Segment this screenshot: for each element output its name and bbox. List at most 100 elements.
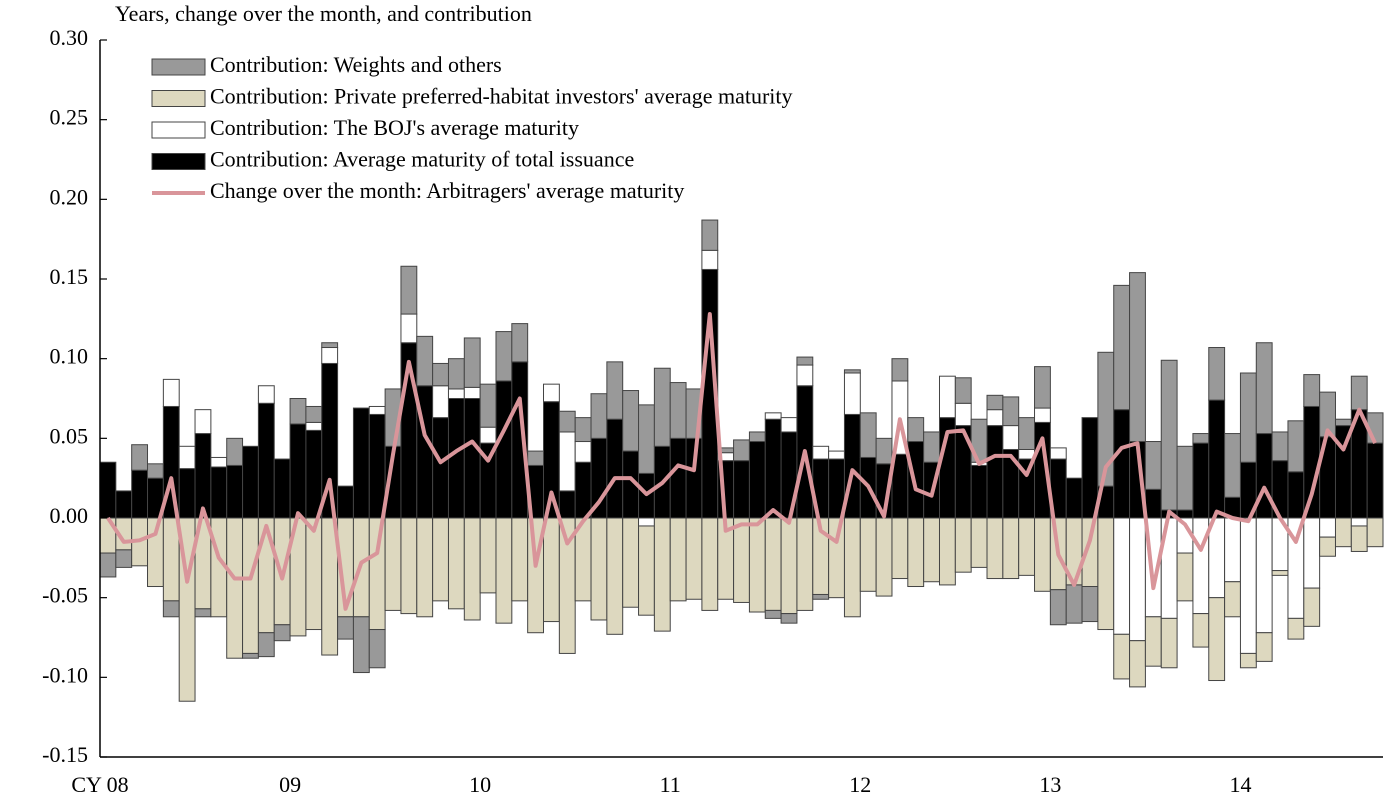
bar xyxy=(748,517,766,613)
y-tick-label: 0.10 xyxy=(50,344,89,369)
bar xyxy=(1208,399,1226,519)
bar xyxy=(226,437,244,466)
bar xyxy=(1176,552,1194,602)
bar xyxy=(780,417,798,433)
bar xyxy=(701,249,719,270)
bar xyxy=(1129,640,1146,688)
bar xyxy=(907,417,925,443)
bar xyxy=(1287,617,1305,640)
bar xyxy=(115,490,133,519)
bar xyxy=(400,313,418,344)
bar xyxy=(257,385,275,404)
y-tick-label: 0.25 xyxy=(50,105,89,130)
bar xyxy=(1002,396,1020,427)
bar xyxy=(796,356,814,366)
bar xyxy=(368,517,386,631)
bar xyxy=(1065,584,1083,624)
bar xyxy=(1208,347,1226,401)
bar xyxy=(764,418,782,519)
x-tick-label: 10 xyxy=(469,772,491,797)
bar xyxy=(812,445,830,460)
bar xyxy=(242,517,259,654)
bar xyxy=(289,398,307,425)
bar xyxy=(891,517,909,580)
y-tick-label: -0.10 xyxy=(42,662,88,687)
bar xyxy=(416,335,434,387)
y-tick-label: -0.05 xyxy=(42,583,88,608)
bar xyxy=(257,517,275,634)
bar xyxy=(131,444,149,471)
bar xyxy=(289,423,307,519)
bar xyxy=(606,418,624,519)
bar xyxy=(432,517,449,602)
bar xyxy=(495,517,513,624)
bar xyxy=(764,609,782,619)
legend-swatch xyxy=(151,121,206,139)
bar xyxy=(653,367,671,447)
line xyxy=(106,312,1377,611)
bar xyxy=(368,413,386,519)
bar xyxy=(1065,477,1083,519)
bar xyxy=(321,347,339,364)
bar xyxy=(1303,405,1321,519)
bar xyxy=(606,517,624,635)
bar xyxy=(257,402,275,519)
bar xyxy=(1350,525,1368,552)
legend-label: Contribution: The BOJ's average maturity xyxy=(210,115,579,140)
bar xyxy=(242,445,259,519)
bar xyxy=(986,517,1004,580)
bar xyxy=(178,445,196,470)
bar xyxy=(1271,431,1289,462)
bar xyxy=(305,517,323,631)
x-tick-label: 12 xyxy=(849,772,871,797)
bar xyxy=(590,517,608,621)
bar xyxy=(954,377,972,404)
bar xyxy=(162,378,180,407)
bar xyxy=(970,464,988,519)
x-tick-label: 11 xyxy=(660,772,681,797)
bar xyxy=(194,433,212,519)
bar xyxy=(368,629,386,669)
bar xyxy=(463,398,481,519)
bar xyxy=(400,517,418,615)
x-tick-label: CY 08 xyxy=(71,772,128,797)
bar xyxy=(938,375,956,419)
bar xyxy=(796,517,814,611)
bar xyxy=(828,517,845,599)
bar xyxy=(638,525,655,616)
bar xyxy=(954,402,972,427)
bar xyxy=(1255,517,1273,634)
x-tick-label: 14 xyxy=(1229,772,1251,797)
bar xyxy=(1113,409,1131,519)
bar xyxy=(1319,517,1336,538)
bar xyxy=(543,517,560,623)
bar xyxy=(986,409,1004,427)
bar xyxy=(685,437,703,519)
bar xyxy=(669,437,687,519)
legend-label: Contribution: Weights and others xyxy=(210,52,502,77)
bar xyxy=(1018,417,1036,450)
bar xyxy=(463,337,481,388)
bar xyxy=(257,632,275,658)
bar xyxy=(1144,616,1162,667)
bar xyxy=(1224,581,1241,618)
bar xyxy=(305,405,323,423)
x-tick-label: 09 xyxy=(279,772,301,797)
bar xyxy=(479,426,497,444)
bar xyxy=(384,517,402,611)
bar xyxy=(162,600,180,618)
bar xyxy=(1081,417,1099,519)
bar xyxy=(226,464,244,519)
bar xyxy=(780,517,798,615)
bar xyxy=(986,394,1004,411)
bar xyxy=(875,517,893,597)
bar xyxy=(447,398,465,519)
bar xyxy=(558,410,576,433)
bar xyxy=(733,439,750,462)
bar xyxy=(1255,632,1273,662)
y-tick-label: 0.05 xyxy=(50,423,89,448)
bar xyxy=(558,431,576,492)
bar xyxy=(1319,536,1336,557)
bar xyxy=(891,358,909,382)
bar xyxy=(210,466,228,519)
